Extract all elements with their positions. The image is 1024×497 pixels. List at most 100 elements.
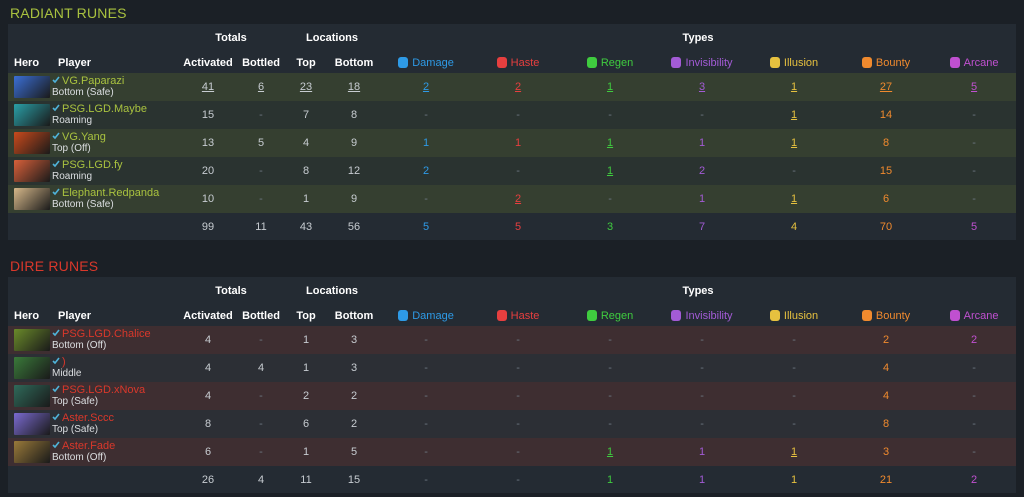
activated-cell: 8 (178, 410, 238, 438)
player-name-link[interactable]: VG.Yang (52, 131, 178, 143)
hero-column-header: Hero (14, 309, 40, 322)
top-cell-value: 1 (302, 446, 310, 458)
verified-check-icon (52, 75, 60, 84)
damage-cell-value: 2 (422, 81, 430, 93)
haste-cell[interactable]: 2 (472, 73, 564, 101)
rune-type-header-haste: Haste (472, 305, 564, 326)
bounty-cell[interactable]: 27 (840, 73, 932, 101)
damage-rune-icon (398, 309, 409, 321)
activated-cell-value: 41 (201, 81, 215, 93)
invisibility-cell: 2 (656, 157, 748, 185)
rune-type-label: Illusion (783, 56, 819, 69)
haste-cell-value: - (516, 418, 520, 430)
invisibility-cell-value: 2 (698, 165, 706, 177)
total-activated: 99 (178, 213, 238, 240)
player-name-link[interactable]: VG.Paparazi (52, 75, 178, 87)
hero-portrait[interactable] (14, 188, 50, 210)
haste-cell-value: - (516, 109, 520, 121)
invisibility-cell-value: 3 (698, 81, 706, 93)
illusion-cell-value: 1 (790, 137, 798, 149)
top-column-header: Top (296, 56, 316, 69)
rune-type-header-illusion: Illusion (748, 52, 840, 73)
player-name-link[interactable]: Aster.Fade (52, 440, 178, 452)
player-name-link[interactable]: PSG.LGD.Chalice (52, 328, 178, 340)
rune-type-header-invisibility: Invisibility (656, 52, 748, 73)
hero-portrait[interactable] (14, 441, 50, 463)
total-invisibility: 7 (656, 213, 748, 240)
damage-cell: - (380, 382, 472, 410)
haste-cell[interactable]: 2 (472, 185, 564, 213)
invisibility-cell: - (656, 410, 748, 438)
top-cell: 1 (284, 185, 328, 213)
haste-cell-value: 2 (514, 193, 522, 205)
top-cell: 1 (284, 326, 328, 354)
player-row: Aster.Fade Bottom (Off) 6 - 1 5 - - 1 1 1 3 - (8, 438, 1017, 466)
arcane-cell[interactable]: 5 (932, 73, 1016, 101)
bounty-cell-value: 15 (879, 165, 893, 177)
player-cell: PSG.LGD.xNova Top (Safe) (52, 382, 178, 410)
player-name-link[interactable]: ) (52, 356, 178, 368)
activated-cell: 4 (178, 354, 238, 382)
damage-cell[interactable]: 2 (380, 73, 472, 101)
illusion-cell-value: 1 (790, 446, 798, 458)
regen-cell[interactable]: 1 (564, 438, 656, 466)
rune-type-header-bounty: Bounty (840, 305, 932, 326)
bottled-cell: 4 (238, 354, 284, 382)
player-name-link[interactable]: Elephant.Redpanda (52, 187, 178, 199)
invisibility-cell: 1 (656, 438, 748, 466)
player-name-link[interactable]: PSG.LGD.xNova (52, 384, 178, 396)
bottom-cell: 3 (328, 354, 380, 382)
regen-cell[interactable]: 1 (564, 129, 656, 157)
bounty-cell: 6 (840, 185, 932, 213)
activated-column-header: Activated (183, 56, 233, 69)
hero-portrait[interactable] (14, 132, 50, 154)
illusion-cell[interactable]: 1 (748, 185, 840, 213)
regen-cell[interactable]: 1 (564, 73, 656, 101)
player-name-link[interactable]: Aster.Sccc (52, 412, 178, 424)
illusion-cell[interactable]: 1 (748, 129, 840, 157)
bottom-cell-value: 3 (350, 334, 358, 346)
radiant-runes-panel: Totals Locations Types Hero Player Activ… (8, 24, 1017, 240)
regen-cell: - (564, 354, 656, 382)
arcane-cell-value: - (972, 390, 976, 402)
hero-portrait[interactable] (14, 413, 50, 435)
total-bounty: 21 (840, 466, 932, 493)
verified-check-icon (52, 131, 60, 140)
haste-cell: - (472, 438, 564, 466)
hero-portrait[interactable] (14, 160, 50, 182)
hero-portrait[interactable] (14, 385, 50, 407)
bounty-cell: 8 (840, 410, 932, 438)
bottom-cell-value: 2 (350, 418, 358, 430)
invisibility-cell: - (656, 382, 748, 410)
activated-cell-value: 13 (201, 137, 215, 149)
regen-cell[interactable]: 1 (564, 157, 656, 185)
total-illusion-value: 4 (790, 220, 798, 233)
top-cell[interactable]: 23 (284, 73, 328, 101)
invisibility-cell-value: - (700, 334, 704, 346)
hero-portrait[interactable] (14, 329, 50, 351)
player-name-link[interactable]: PSG.LGD.fy (52, 159, 178, 171)
illusion-cell[interactable]: 1 (748, 73, 840, 101)
bottled-cell[interactable]: 6 (238, 73, 284, 101)
activated-cell[interactable]: 41 (178, 73, 238, 101)
hero-portrait[interactable] (14, 357, 50, 379)
hero-portrait[interactable] (14, 104, 50, 126)
total-activated: 26 (178, 466, 238, 493)
player-role: Top (Safe) (52, 424, 99, 435)
illusion-cell[interactable]: 1 (748, 438, 840, 466)
player-name-link[interactable]: PSG.LGD.Maybe (52, 103, 178, 115)
damage-cell: 1 (380, 129, 472, 157)
haste-cell-value: - (516, 165, 520, 177)
bottom-cell-value: 3 (350, 362, 358, 374)
total-bottled: 11 (238, 213, 284, 240)
total-haste: 5 (472, 213, 564, 240)
bottom-cell[interactable]: 18 (328, 73, 380, 101)
top-cell: 8 (284, 157, 328, 185)
rune-type-label: Regen (600, 309, 634, 322)
illusion-cell[interactable]: 1 (748, 101, 840, 129)
damage-cell-value: 2 (422, 165, 430, 177)
invisibility-cell[interactable]: 3 (656, 73, 748, 101)
hero-portrait[interactable] (14, 76, 50, 98)
bottom-cell-value: 5 (350, 446, 358, 458)
verified-check-icon (52, 440, 60, 449)
